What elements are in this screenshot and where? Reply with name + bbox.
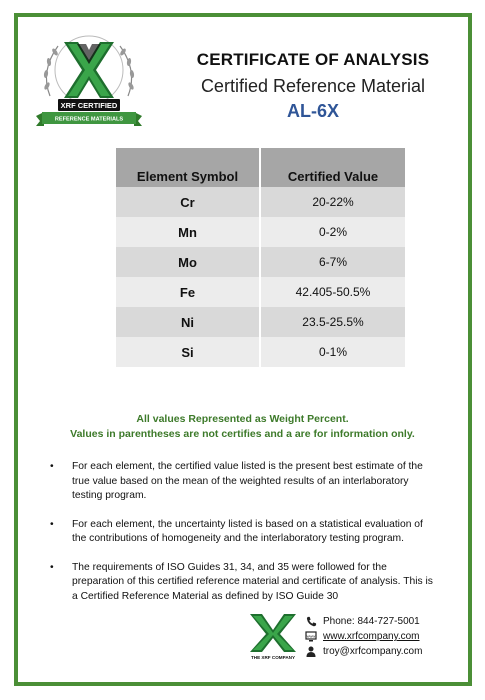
table-row: Cr 20-22%: [116, 187, 405, 217]
bullet-icon: •: [50, 461, 54, 472]
svg-text:www: www: [307, 634, 316, 639]
column-header-element-symbol: Element Symbol: [116, 148, 261, 187]
certified-value: 23.5-25.5%: [260, 307, 405, 337]
column-header-certified-value: Certified Value: [260, 148, 405, 187]
element-symbol: Cr: [116, 187, 261, 217]
contact-info: Phone: 844-727-5001 www www.xrfcompany.c…: [305, 614, 422, 659]
phone-icon: [305, 616, 317, 628]
certified-values-table: Element Symbol Certified Value Cr 20-22%…: [116, 148, 405, 367]
list-item: • For each element, the certified value …: [46, 460, 434, 504]
table-row: Ni 23.5-25.5%: [116, 307, 405, 337]
email-text[interactable]: troy@xrfcompany.com: [323, 646, 423, 657]
certified-value: 0-2%: [260, 217, 405, 247]
table-row: Fe 42.405-50.5%: [116, 277, 405, 307]
table-header-row: Element Symbol Certified Value: [116, 148, 405, 187]
certified-value: 42.405-50.5%: [260, 277, 405, 307]
phone-text: Phone: 844-727-5001: [323, 616, 420, 627]
element-symbol: Si: [116, 337, 261, 367]
certification-notes-list: • For each element, the certified value …: [46, 460, 434, 618]
table-row: Mo 6-7%: [116, 247, 405, 277]
web-icon: www: [305, 631, 317, 643]
element-symbol: Mo: [116, 247, 261, 277]
xrf-company-logo: THE XRF COMPANY: [250, 614, 296, 660]
certified-value: 0-1%: [260, 337, 405, 367]
list-item: • The requirements of ISO Guides 31, 34,…: [46, 561, 434, 605]
person-icon: [305, 646, 317, 658]
contact-website[interactable]: www www.xrfcompany.com: [305, 629, 422, 644]
certified-value: 20-22%: [260, 187, 405, 217]
note-line-2: Values in parentheses are not certifies …: [70, 428, 415, 440]
title-block: CERTIFICATE OF ANALYSIS Certified Refere…: [178, 50, 448, 122]
list-item-text: For each element, the uncertainty listed…: [72, 518, 423, 545]
contact-phone: Phone: 844-727-5001: [305, 614, 422, 629]
website-link[interactable]: www.xrfcompany.com: [323, 631, 420, 642]
material-code: AL-6X: [286, 101, 339, 121]
note-line-1: All values Represented as Weight Percent…: [136, 413, 349, 425]
logo-ribbon-text: REFERENCE MATERIALS: [55, 117, 124, 123]
document-title: CERTIFICATE OF ANALYSIS: [196, 50, 430, 69]
element-symbol: Mn: [116, 217, 261, 247]
page-border: [14, 13, 472, 686]
weight-percent-note: All values Represented as Weight Percent…: [40, 412, 445, 442]
element-symbol: Ni: [116, 307, 261, 337]
table-row: Mn 0-2%: [116, 217, 405, 247]
list-item-text: For each element, the certified value li…: [72, 461, 423, 501]
element-symbol: Fe: [116, 277, 261, 307]
table-row: Si 0-1%: [116, 337, 405, 367]
footer-logo-text: THE XRF COMPANY: [251, 655, 295, 660]
certified-value: 6-7%: [260, 247, 405, 277]
contact-email[interactable]: troy@xrfcompany.com: [305, 644, 422, 659]
bullet-icon: •: [50, 561, 54, 573]
bullet-icon: •: [50, 518, 54, 530]
logo-badge-text: XRF CERTIFIED: [61, 101, 118, 110]
list-item: • For each element, the uncertainty list…: [46, 518, 434, 547]
list-item-text: The requirements of ISO Guides 31, 34, a…: [72, 561, 433, 602]
xrf-certified-logo: XRF CERTIFIED REFERENCE MATERIALS: [36, 35, 142, 126]
document-subtitle: Certified Reference Material: [200, 76, 426, 96]
